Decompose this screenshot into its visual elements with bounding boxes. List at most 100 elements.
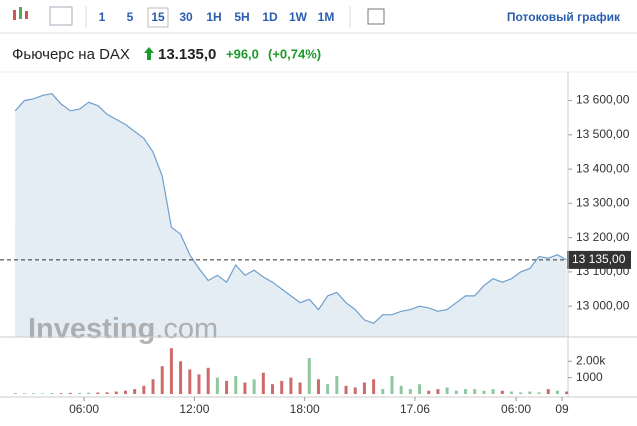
volume-bar (188, 369, 192, 394)
area-fill (15, 93, 567, 337)
volume-bar (234, 376, 238, 394)
interval[interactable]: 1W (289, 10, 308, 24)
volume-bar (197, 374, 201, 394)
volume-bar (123, 390, 127, 394)
volume-bar (344, 385, 348, 394)
instrument-name: Фьючерс на DAX (12, 46, 130, 63)
interval[interactable]: 15 (151, 10, 165, 24)
volume-bar (335, 376, 339, 394)
volume-bar (179, 361, 183, 394)
volume-bar (114, 391, 118, 394)
volume-tick-label: 2.00k (576, 353, 606, 367)
volume-bar (427, 390, 431, 394)
interval[interactable]: 1M (318, 10, 335, 24)
volume-bar (13, 393, 17, 394)
last-price-label: 13 135,00 (572, 252, 626, 266)
active-interval (147, 7, 169, 28)
price-line (14, 93, 567, 324)
y-tick-label: 13 200,00 (576, 230, 630, 244)
volume-bar (555, 390, 559, 394)
volume-bar (243, 382, 247, 394)
volume-bar (271, 384, 275, 394)
volume-bar (454, 390, 458, 394)
volume-bar (399, 385, 403, 394)
volume-bar (464, 389, 468, 394)
x-tick-label: 12:00 (179, 402, 209, 416)
volume-bar (87, 392, 91, 394)
volume-bar (436, 389, 440, 394)
volume-bar (68, 392, 72, 394)
candle-icon[interactable] (13, 7, 28, 20)
volume-bar (50, 393, 54, 394)
y-tick-label: 13 500,00 (576, 127, 630, 141)
volume-bar (215, 377, 219, 394)
volume-bar (151, 379, 155, 394)
volume-bar (41, 393, 45, 394)
volume-bar (473, 389, 477, 394)
volume-bar (482, 390, 486, 394)
volume-bar (326, 384, 330, 394)
volume-bar (509, 391, 513, 394)
volume-bar (169, 348, 173, 394)
volume-bar (372, 379, 376, 394)
volume-bar (252, 379, 256, 394)
watermark-suffix: .com (155, 313, 218, 345)
y-tick-label: 13 400,00 (576, 161, 630, 175)
y-tick-label: 13 600,00 (576, 93, 630, 107)
volume-bar (307, 358, 311, 394)
change: +96,0 (226, 46, 259, 61)
up-arrow (144, 47, 154, 60)
volume-bar (408, 389, 412, 394)
volume-bar (280, 380, 284, 394)
volume-bar (316, 379, 320, 394)
volume-bar (390, 376, 394, 394)
volume-bar (32, 393, 36, 394)
volume-bar (206, 367, 210, 394)
volume-bar (528, 391, 532, 394)
volume-bar (96, 392, 100, 394)
volume-bar (500, 390, 504, 394)
last-price-box (567, 250, 631, 269)
volume-bar (22, 393, 26, 394)
volume-bar (362, 382, 366, 394)
volume-bar (546, 389, 550, 394)
volume-bar (418, 384, 422, 394)
volume-bar (225, 380, 229, 394)
interval[interactable]: 1D (262, 10, 278, 24)
stream-link[interactable]: Потоковый график (507, 10, 621, 24)
price: 13.135,0 (158, 46, 216, 63)
y-tick-label: 13 300,00 (576, 196, 630, 210)
interval[interactable]: 5H (234, 10, 249, 24)
x-tick-label: 09 (555, 402, 569, 416)
volume-bar (491, 389, 495, 394)
x-tick-label: 18:00 (290, 402, 320, 416)
table-icon[interactable] (367, 8, 385, 25)
interval[interactable]: 1 (99, 10, 106, 24)
interval[interactable]: 1H (206, 10, 221, 24)
x-tick-label: 06:00 (501, 402, 531, 416)
volume-bar (445, 387, 449, 394)
volume-bar (160, 366, 164, 394)
x-tick-label: 06:00 (69, 402, 99, 416)
volume-tick-label: 1000 (576, 370, 603, 384)
volume-bar (289, 377, 293, 394)
volume-bar (78, 393, 82, 394)
volume-bar (142, 385, 146, 394)
volume-bar (519, 392, 523, 394)
volume-bar (133, 389, 137, 394)
interval[interactable]: 5 (127, 10, 134, 24)
area-icon[interactable] (49, 6, 73, 26)
y-tick-label: 13 000,00 (576, 298, 630, 312)
volume-bar (381, 389, 385, 394)
x-tick-label: 17.06 (400, 402, 430, 416)
watermark: Investing.com (28, 313, 218, 345)
volume-bar (298, 382, 302, 394)
volume-bar (105, 392, 109, 394)
volume-bar (565, 391, 569, 394)
volume-bar (261, 372, 265, 394)
watermark-brand: Investing (28, 313, 155, 345)
volume-bar (537, 392, 541, 394)
volume-bar (353, 387, 357, 394)
interval[interactable]: 30 (179, 10, 193, 24)
